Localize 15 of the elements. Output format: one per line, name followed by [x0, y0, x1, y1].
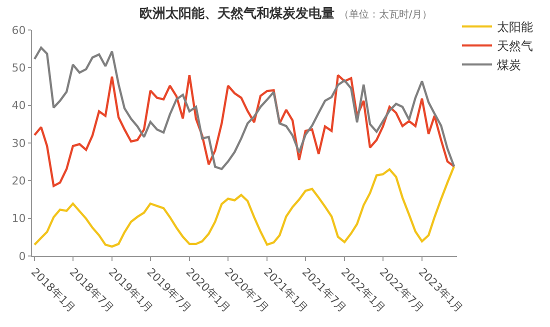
line-series	[33, 74, 456, 188]
y-tick-label: 50	[12, 62, 26, 75]
legend-label: 天然气	[497, 39, 533, 54]
chart-title: 欧洲太阳能、天然气和煤炭发电量	[140, 5, 335, 22]
legend-label: 太阳能	[497, 20, 533, 34]
y-tick-label: 30	[12, 136, 26, 150]
y-tick-label: 60	[12, 24, 26, 37]
y-tick-label: 0	[18, 250, 26, 263]
line-series	[33, 165, 456, 248]
y-tick-label: 40	[12, 99, 26, 112]
line-series	[33, 46, 456, 170]
y-tick-label: 10	[12, 212, 26, 226]
y-tick-label: 20	[12, 174, 26, 188]
legend-label: 煤炭	[497, 58, 521, 72]
chart-subtitle: （单位：太瓦时/月）	[338, 8, 432, 20]
